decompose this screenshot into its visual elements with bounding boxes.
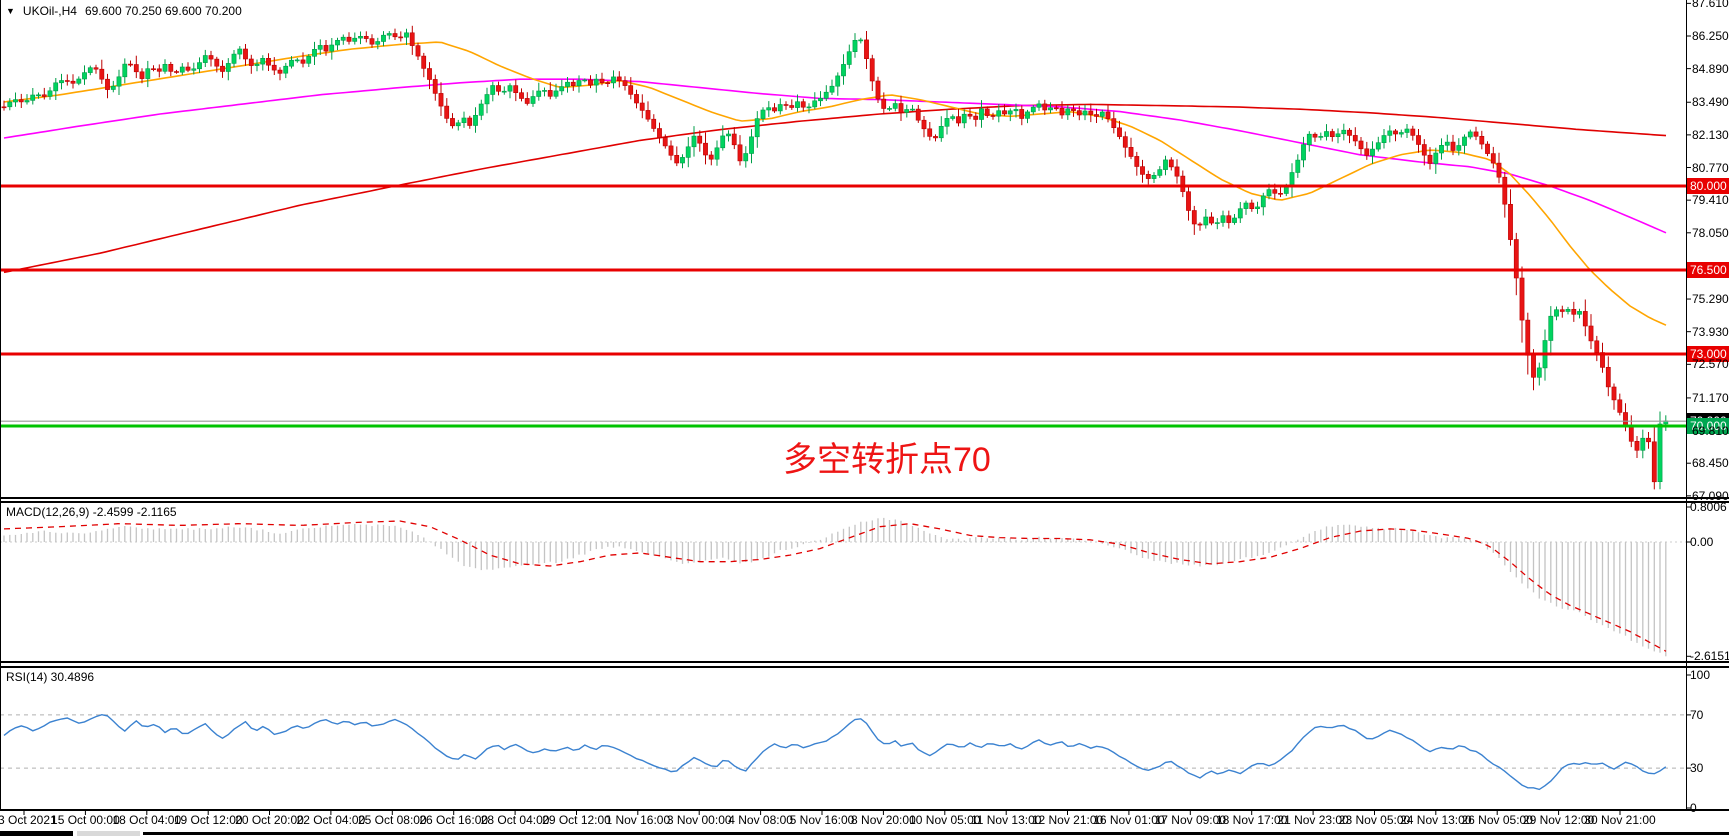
time-axis-label: 20 Oct 20:00: [235, 813, 304, 827]
time-axis-label: 23 Nov 05:00: [1338, 813, 1411, 827]
price-tick-label: 69.810: [1692, 423, 1729, 438]
time-axis-label: 4 Nov 08:00: [728, 813, 793, 827]
price-tick-label: 82.130: [1692, 127, 1729, 142]
price-tick-label: 83.490: [1692, 95, 1729, 110]
price-tick-label: 73.930: [1692, 324, 1729, 339]
rsi-line: [3, 713, 1667, 791]
ohlc-values-label: 69.600 70.250 69.600 70.200: [84, 4, 242, 18]
rsi-indicator-label: RSI(14) 30.4896: [6, 670, 95, 684]
time-axis-label: 22 Oct 04:00: [296, 813, 366, 827]
time-axis-label: 29 Oct 12:00: [542, 813, 611, 827]
price-tick-label: 68.450: [1692, 456, 1729, 471]
hline-price-badge: 70.000: [1687, 418, 1729, 434]
time-axis-label: 29 Nov 12:00: [1522, 813, 1595, 827]
price-tick-label: 79.410: [1692, 193, 1729, 208]
axis-ticks: [23, 2, 1691, 815]
time-axis-label: 30 Nov 21:00: [1584, 813, 1656, 827]
time-axis-label: 11 Nov 13:00: [970, 813, 1042, 827]
macd-tick-label: -2.6151: [1690, 649, 1729, 664]
price-tick-label: 67.090: [1692, 488, 1729, 503]
macd-tick-label: 0.00: [1690, 535, 1714, 549]
symbol-dropdown-icon[interactable]: ▼: [6, 6, 15, 16]
panel-borders: [0, 0, 1729, 811]
candles-layer: [1, 25, 1669, 490]
time-axis-label: 18 Oct 04:00: [112, 813, 182, 827]
price-tick-label: 71.170: [1692, 390, 1729, 405]
hline-price-badge: 80.000: [1687, 178, 1729, 194]
time-axis-label: 16 Nov 01:00: [1093, 813, 1165, 827]
time-axis-label: 26 Nov 05:00: [1461, 813, 1533, 827]
scrollbar-thumb[interactable]: [77, 831, 140, 836]
time-axis-label: 12 Nov 21:00: [1031, 813, 1104, 827]
annotation-text: 多空转折点70: [783, 441, 991, 479]
macd-indicator-label: MACD(12,26,9) -2.4599 -2.1165: [6, 505, 177, 519]
time-axis-label: 18 Nov 17:00: [1215, 813, 1288, 827]
time-axis-label: 10 Nov 05:00: [909, 813, 981, 827]
ma-slow-line: [3, 103, 1667, 274]
macd-panel: [0, 517, 1686, 657]
time-axis-label: 21 Nov 23:00: [1277, 813, 1349, 827]
time-axis-label: 13 Oct 2021: [0, 813, 57, 827]
time-axis-label: 17 Nov 09:00: [1154, 813, 1226, 827]
macd-signal-line: [3, 520, 1667, 652]
symbol-title-bar: ▼ UKOil-,H4 69.600 70.250 69.600 70.200: [6, 4, 242, 18]
ma-lines: [3, 41, 1667, 326]
time-axis-label: 19 Oct 12:00: [173, 813, 243, 827]
rsi-tick-label: 70: [1690, 707, 1704, 722]
rsi-tick-label: 0: [1690, 801, 1697, 815]
time-axis-label: 25 Oct 08:00: [357, 813, 427, 827]
time-axis-label: 24 Nov 13:00: [1400, 813, 1472, 827]
hline-objects: [0, 184, 1686, 428]
ma-mid-line: [3, 78, 1667, 234]
price-tick-label: 80.770: [1692, 160, 1729, 175]
time-axis-label: 1 Nov 16:00: [605, 813, 671, 827]
price-tick-label: 84.890: [1692, 61, 1729, 76]
ma-fast-line: [3, 41, 1667, 326]
hline-price-badge: 73.000: [1687, 346, 1729, 362]
price-tick-label: 86.250: [1692, 29, 1729, 43]
price-tick-label: 72.570: [1692, 357, 1729, 372]
price-tick-label: 78.050: [1692, 225, 1729, 240]
time-axis-label: 8 Nov 20:00: [851, 813, 916, 827]
macd-tick-label: 0.8006: [1690, 500, 1727, 514]
scrollbar-track[interactable]: [143, 832, 1729, 835]
time-axis-label: 26 Oct 16:00: [419, 813, 489, 827]
price-tick-label: 75.290: [1692, 292, 1729, 307]
time-axis-label: 28 Oct 04:00: [480, 813, 550, 827]
scrollbar-left-bar[interactable]: [0, 831, 73, 836]
time-axis-label: 5 Nov 16:00: [789, 813, 855, 827]
hline-price-badge: 76.500: [1687, 262, 1729, 278]
time-axis-label: 3 Nov 00:00: [666, 813, 732, 827]
symbol-timeframe-label: UKOil-,H4: [22, 4, 77, 18]
rsi-panel: [0, 713, 1686, 791]
rsi-tick-label: 30: [1690, 761, 1704, 776]
time-axis-label: 15 Oct 00:00: [51, 813, 120, 827]
rsi-tick-label: 100: [1690, 668, 1711, 682]
price-tick-label: 87.610: [1692, 0, 1729, 11]
